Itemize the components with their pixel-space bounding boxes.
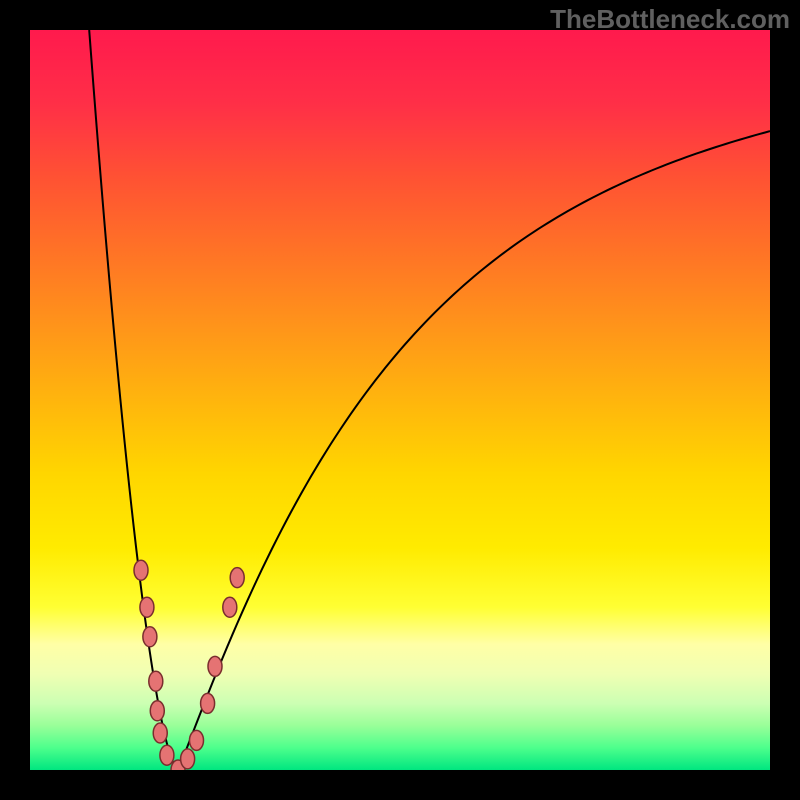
data-marker bbox=[140, 597, 154, 617]
data-marker bbox=[134, 560, 148, 580]
data-marker bbox=[160, 745, 174, 765]
data-marker bbox=[208, 656, 222, 676]
data-marker bbox=[201, 693, 215, 713]
data-marker bbox=[150, 701, 164, 721]
plot-area bbox=[30, 30, 770, 770]
watermark-text: TheBottleneck.com bbox=[550, 4, 790, 35]
data-marker bbox=[230, 568, 244, 588]
bottleneck-curve bbox=[89, 30, 770, 770]
marker-group bbox=[134, 560, 244, 770]
data-marker bbox=[153, 723, 167, 743]
data-marker bbox=[143, 627, 157, 647]
data-marker bbox=[149, 671, 163, 691]
data-marker bbox=[181, 749, 195, 769]
data-marker bbox=[190, 730, 204, 750]
chart-container: TheBottleneck.com bbox=[0, 0, 800, 800]
data-marker bbox=[223, 597, 237, 617]
curve-layer bbox=[30, 30, 770, 770]
